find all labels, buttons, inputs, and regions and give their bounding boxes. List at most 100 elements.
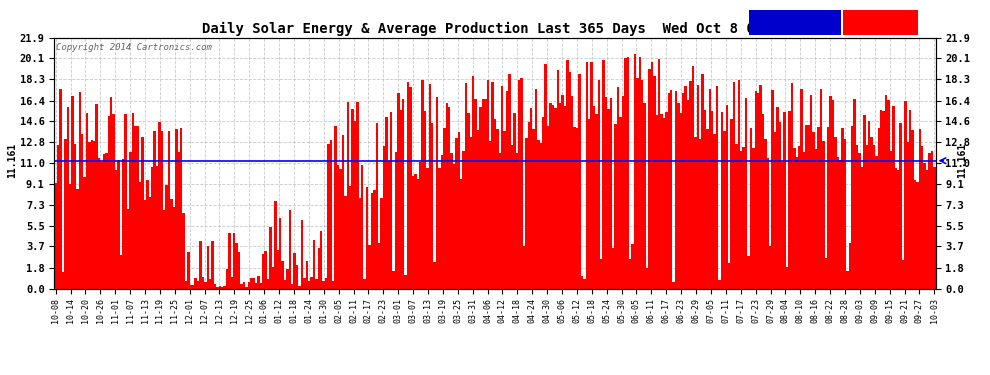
Bar [170,199,172,289]
Bar [543,117,545,289]
Bar [332,281,335,289]
Bar [54,183,56,289]
Bar [902,260,904,289]
Bar [774,132,776,289]
Bar [860,167,863,289]
Bar [259,283,262,289]
Bar [494,119,496,289]
Bar [348,186,351,289]
Bar [315,279,318,289]
Bar [460,179,462,289]
Bar [113,114,115,289]
Bar [486,80,489,289]
Bar [491,82,494,289]
Bar [842,129,843,289]
Bar [231,277,233,289]
Bar [130,152,132,289]
Bar [791,83,793,289]
Bar [868,121,870,289]
Bar [583,279,585,289]
Text: 11.161: 11.161 [7,143,17,178]
Bar [160,130,163,289]
Bar [670,90,672,289]
Bar [417,179,419,289]
Bar [424,111,427,289]
Bar [243,282,246,289]
Bar [672,282,675,289]
Bar [682,93,684,289]
Bar [254,283,257,289]
Bar [465,83,467,289]
Bar [632,244,634,289]
Bar [585,62,588,289]
Bar [863,115,865,289]
Bar [793,148,796,289]
Bar [897,170,899,289]
Bar [474,99,477,289]
Bar [839,160,842,289]
Bar [436,97,439,289]
Bar [808,125,810,289]
Bar [798,146,800,289]
Bar [330,140,332,289]
Text: Daily  (kWh): Daily (kWh) [848,18,913,27]
Bar [370,193,373,289]
Bar [523,246,525,289]
Bar [837,157,839,289]
Bar [390,112,392,289]
Bar [431,123,434,289]
Bar [262,254,264,289]
Title: Daily Solar Energy & Average Production Last 365 Days  Wed Oct 8 07:03: Daily Solar Energy & Average Production … [202,22,788,36]
Bar [216,288,219,289]
Bar [919,129,921,289]
Bar [776,107,779,289]
Bar [692,66,694,289]
Bar [469,137,472,289]
Bar [588,118,590,289]
Bar [530,108,533,289]
Bar [429,84,431,289]
Bar [71,96,74,289]
Bar [88,142,91,289]
Bar [241,284,243,289]
Bar [563,106,566,289]
Bar [439,168,441,289]
Bar [858,153,860,289]
Bar [880,110,882,289]
Bar [733,82,736,289]
Bar [689,81,692,289]
Bar [194,278,197,289]
Bar [291,284,293,289]
Bar [521,78,523,289]
Bar [684,86,687,289]
Bar [605,97,607,289]
Bar [566,60,568,289]
Bar [190,285,192,289]
Bar [853,99,856,289]
Bar [105,153,108,289]
Bar [662,118,665,289]
Bar [165,185,168,289]
Bar [142,137,144,289]
Bar [781,162,783,289]
Bar [301,220,303,289]
Bar [412,176,414,289]
Bar [383,146,385,289]
Bar [895,168,897,289]
Bar [615,124,617,289]
Bar [533,129,535,289]
Bar [226,269,229,289]
Bar [680,112,682,289]
Bar [653,76,655,289]
Bar [373,190,375,289]
Bar [279,219,281,289]
Bar [328,144,330,289]
Bar [337,165,340,289]
Bar [289,210,291,289]
Bar [269,227,271,289]
Bar [177,152,180,289]
Bar [667,93,670,289]
Bar [556,70,559,289]
Bar [624,58,627,289]
Bar [392,271,395,289]
